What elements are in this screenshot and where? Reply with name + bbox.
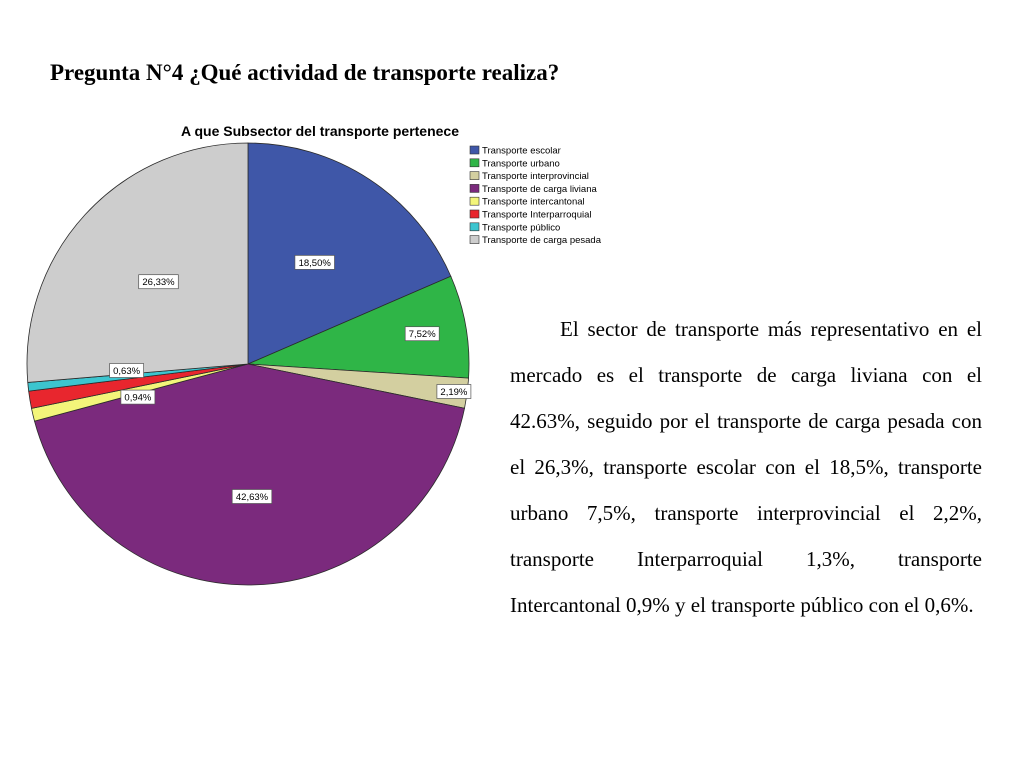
legend-swatch — [469, 235, 480, 244]
legend-swatch — [469, 171, 480, 180]
svg-text:18,50%: 18,50% — [299, 258, 332, 269]
legend-swatch — [469, 209, 480, 219]
svg-text:7,52%: 7,52% — [409, 329, 436, 340]
pie-data-labels: 18,50% 7,52% 2,19% 42,63% 0,94% 0,63% 26,33% — [109, 255, 472, 504]
svg-text:2,19%: 2,19% — [440, 387, 467, 398]
pie-slices — [26, 142, 470, 586]
legend-item-transporte-urbano: Transporte urbano — [469, 158, 560, 169]
svg-text:42,63%: 42,63% — [236, 492, 269, 503]
legend-swatch — [469, 222, 480, 232]
legend-swatch — [469, 158, 480, 168]
pie-slice-transporte-escolar — [247, 142, 452, 365]
svg-text:26,33%: 26,33% — [142, 277, 175, 288]
chart-title: A que Subsector del transporte pertenece — [181, 123, 459, 139]
slide-heading: Pregunta N°4 ¿Qué actividad de transport… — [50, 60, 560, 85]
legend-item-transporte-interprovincial: Transporte interprovincial — [469, 171, 589, 182]
data-label-transporte-intercantonal: 0,94% — [120, 389, 156, 405]
legend-swatch — [469, 145, 480, 155]
legend-label: Transporte urbano — [482, 158, 560, 169]
legend-item-transporte-de-carga-pesada: Transporte de carga pesada — [469, 235, 602, 246]
legend-item-transporte-publico: Transporte público — [469, 222, 560, 233]
legend-swatch — [469, 196, 480, 206]
data-label-transporte-urbano: 7,52% — [404, 326, 440, 342]
data-label-transporte-de-carga-pesada: 26,33% — [138, 274, 179, 290]
svg-text:0,94%: 0,94% — [124, 393, 151, 404]
data-label-transporte-publico: 0,63% — [109, 363, 144, 378]
legend-label: Transporte escolar — [482, 146, 561, 157]
svg-text:0,63%: 0,63% — [113, 366, 140, 377]
legend-item-transporte-de-carga-liviana: Transporte de carga liviana — [469, 184, 597, 195]
legend-label: Transporte público — [482, 222, 560, 233]
legend-item-transporte-interparroquial: Transporte Interparroquial — [469, 209, 591, 221]
pie-slice-transporte-de-carga-pesada — [26, 142, 249, 383]
legend-label: Transporte de carga pesada — [482, 235, 602, 246]
data-label-transporte-escolar: 18,50% — [294, 255, 335, 270]
legend-label: Transporte intercantonal — [482, 197, 585, 208]
data-label-transporte-de-carga-liviana: 42,63% — [231, 489, 273, 504]
legend-item-transporte-escolar: Transporte escolar — [469, 145, 561, 157]
body-paragraph: El sector de transporte más representati… — [510, 317, 982, 617]
legend-swatch — [469, 184, 480, 193]
pie-slice-transporte-urbano — [247, 275, 470, 379]
data-label-transporte-interprovincial: 2,19% — [436, 384, 472, 399]
pie-slice-transporte-de-carga-liviana — [34, 363, 465, 586]
legend-label: Transporte interprovincial — [482, 171, 589, 182]
legend-label: Transporte Interparroquial — [482, 210, 591, 221]
legend-label: Transporte de carga liviana — [482, 184, 597, 195]
legend-item-transporte-intercantonal: Transporte intercantonal — [469, 196, 585, 208]
